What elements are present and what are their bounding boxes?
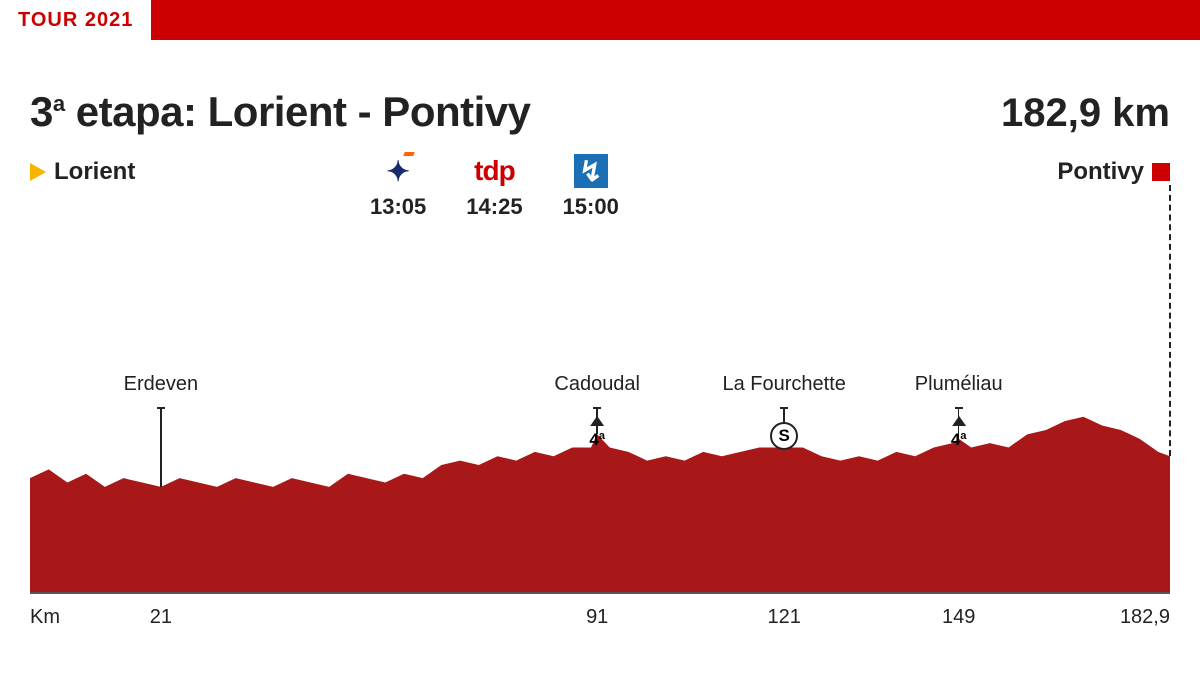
km-tick: 91 <box>586 606 608 629</box>
tour-badge: TOUR 2021 <box>0 0 151 40</box>
stage-profile-card: 3a etapa: Lorient - Pontivy 182,9 km Lor… <box>30 60 1170 645</box>
km-tick: 21 <box>150 606 172 629</box>
km-axis-label: Km <box>30 606 60 629</box>
marker-label: La Fourchette <box>722 373 845 396</box>
km-axis: Km 21 91 121 149 182,9 <box>30 606 1170 630</box>
climb-category: 4ª <box>951 416 967 450</box>
marker-label: Erdeven <box>124 373 199 396</box>
stage-ordinal: 3 <box>30 88 53 135</box>
km-tick: 149 <box>942 606 975 629</box>
climb-category: 4ª <box>589 416 605 450</box>
km-tick: 182,9 <box>1120 606 1170 629</box>
elevation-profile: Lorient Pontivy ✦13:05tdp14:25↯15:00 Erd… <box>30 154 1170 594</box>
marker-label: Pluméliau <box>915 373 1003 396</box>
stage-ordinal-suffix: a <box>53 91 65 116</box>
stage-title-text: etapa: Lorient - Pontivy <box>76 88 531 135</box>
stage-title: 3a etapa: Lorient - Pontivy <box>30 88 531 136</box>
header-bar: TOUR 2021 <box>0 0 1200 40</box>
sprint-icon: S <box>770 422 798 450</box>
km-tick: 121 <box>767 606 800 629</box>
marker-label: Cadoudal <box>554 373 640 396</box>
title-row: 3a etapa: Lorient - Pontivy 182,9 km <box>30 88 1170 136</box>
stage-distance: 182,9 km <box>1001 91 1170 136</box>
